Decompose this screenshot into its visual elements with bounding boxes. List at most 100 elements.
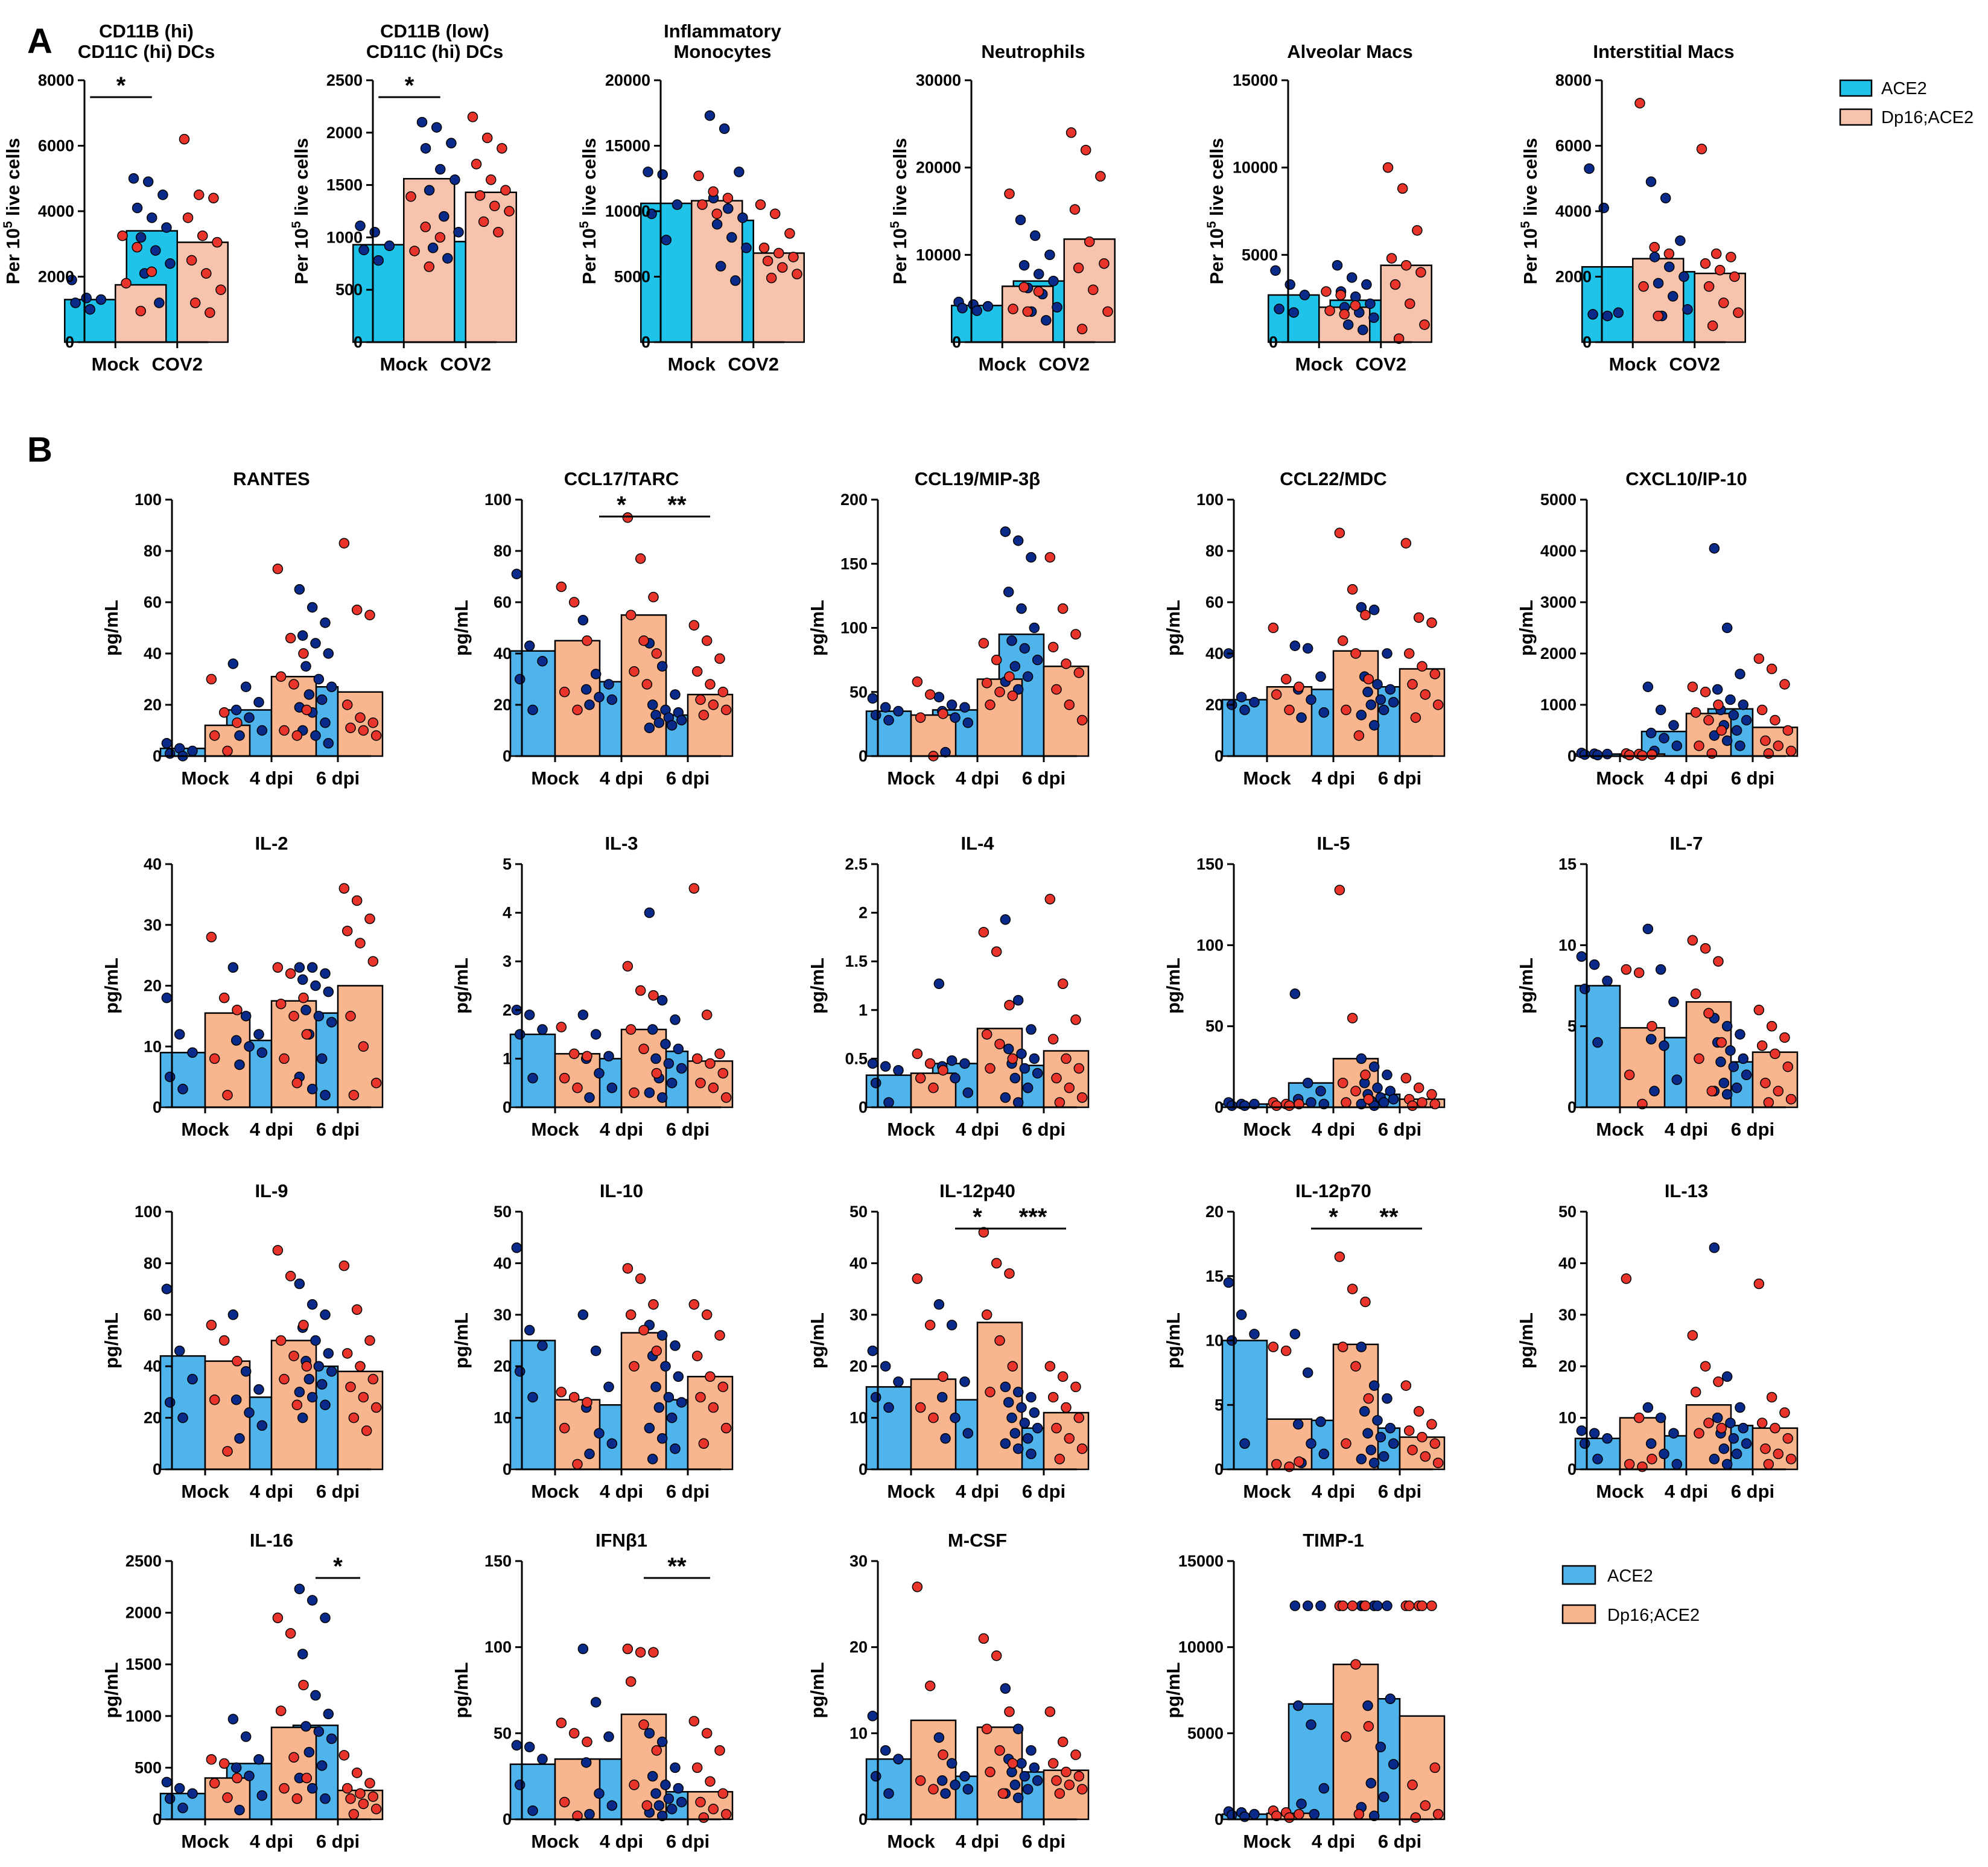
- chart-1-title: CD11C (hi) DCs: [78, 41, 215, 62]
- chart-19-dot: [1019, 1417, 1031, 1428]
- chart-23-dot: [584, 1808, 595, 1820]
- chart-1-y-label: Per 105 live cells: [1, 138, 24, 285]
- chart-12-dot: [300, 1005, 311, 1016]
- chart-2-y-tick-label: 1000: [326, 228, 363, 246]
- chart-5-dot: [1365, 298, 1376, 310]
- chart-22-dot: [301, 1772, 313, 1784]
- chart-1-dot: [215, 284, 226, 295]
- chart-10-dot: [1400, 538, 1412, 549]
- chart-14-dot: [915, 1072, 926, 1084]
- chart-5-dot: [1342, 319, 1354, 330]
- chart-19-x-tick-label: Mock: [887, 1481, 935, 1502]
- chart-12-x-tick-label: 4 dpi: [250, 1119, 293, 1140]
- chart-18-dot: [720, 1422, 732, 1434]
- chart-4-dot: [1076, 323, 1088, 335]
- chart-19-dot: [870, 1392, 881, 1403]
- chart-14-y-label: pg/mL: [807, 958, 828, 1014]
- chart-21-dot: [1579, 1438, 1590, 1449]
- chart-12-y-tick-label: 20: [144, 977, 162, 995]
- chart-5-dot: [1288, 307, 1299, 318]
- chart-21-y-tick-label: 10: [1558, 1409, 1577, 1427]
- chart-20-dot: [1360, 1296, 1371, 1308]
- chart-9-dot: [1000, 526, 1011, 537]
- chart-2-title: CD11C (hi) DCs: [366, 41, 503, 62]
- chart-22-dot: [164, 1793, 176, 1804]
- chart-4-dot: [1044, 249, 1055, 261]
- chart-4-dot: [1018, 259, 1030, 271]
- chart-17-dot: [161, 1283, 173, 1294]
- chart-22-x-tick-label: 4 dpi: [250, 1831, 293, 1852]
- chart-6-y-tick-label: 2000: [1555, 268, 1592, 286]
- chart-9-dot: [1006, 635, 1017, 646]
- chart-20-dot: [1368, 1380, 1380, 1391]
- chart-23-dot: [660, 1780, 671, 1790]
- chart-19-dot: [950, 1412, 961, 1423]
- chart-23-dot: [629, 1780, 640, 1790]
- chart-10-dot: [1271, 689, 1282, 700]
- chart-12-dot: [341, 926, 353, 937]
- chart-12-dot: [230, 1035, 242, 1046]
- chart-18-dot: [590, 1345, 602, 1357]
- chart-3-dot: [697, 199, 708, 210]
- chart-11-dot: [1753, 653, 1765, 664]
- chart-11-y-label: pg/mL: [1516, 600, 1537, 656]
- chart-17-dot: [222, 1446, 233, 1457]
- chart-22-dot: [230, 1762, 242, 1773]
- chart-9-dot: [1009, 661, 1021, 672]
- chart-24-dot: [1022, 1784, 1034, 1795]
- chart-9-x-tick-label: 6 dpi: [1022, 768, 1065, 789]
- chart-9-dot: [959, 702, 970, 713]
- chart-8-dot: [584, 699, 595, 710]
- chart-14-dot: [1007, 1053, 1018, 1064]
- chart-17-y-tick-label: 20: [144, 1409, 162, 1427]
- chart-1-dot: [208, 192, 219, 204]
- chart-22-dot: [313, 1726, 325, 1737]
- legend-b-label-ace2: ACE2: [1607, 1566, 1653, 1586]
- chart-9-dot: [994, 687, 1005, 698]
- chart-8-dot: [648, 591, 659, 603]
- chart-17-dot: [232, 1355, 243, 1367]
- chart-23-dot: [656, 1810, 668, 1822]
- chart-9-dot: [867, 693, 878, 704]
- chart-24-dot: [946, 1758, 957, 1769]
- chart-14-dot: [893, 1064, 904, 1076]
- chart-11-dot: [1766, 663, 1777, 675]
- chart-8-dot: [691, 666, 703, 677]
- chart-24-x-tick-label: Mock: [887, 1831, 935, 1852]
- chart-17-dot: [316, 1379, 328, 1390]
- chart-2-dot: [427, 243, 439, 253]
- chart-13-dot: [603, 1051, 614, 1062]
- chart-18-dot: [568, 1392, 580, 1403]
- chart-21-x-tick-label: 4 dpi: [1665, 1481, 1708, 1502]
- chart-19-dot: [1026, 1448, 1037, 1460]
- chart-4-dot: [1029, 230, 1041, 241]
- chart-24-dot: [1076, 1784, 1088, 1795]
- chart-19-dot: [1054, 1454, 1065, 1465]
- chart-2-dot: [420, 221, 431, 232]
- chart-19-dot: [1051, 1422, 1062, 1434]
- chart-20-x-tick-label: Mock: [1243, 1481, 1291, 1502]
- chart-14-dot: [924, 1058, 936, 1069]
- chart-4-dot: [1048, 275, 1059, 287]
- chart-21-dot: [1773, 1448, 1784, 1460]
- chart-24-title: M-CSF: [948, 1530, 1007, 1551]
- chart-4-x-tick-label: Mock: [979, 354, 1027, 375]
- chart-13-x-tick-label: 6 dpi: [666, 1119, 710, 1140]
- legend-a-swatch-ace2: [1839, 79, 1873, 97]
- chart-8-dot: [568, 597, 580, 608]
- chart-6-dot: [1733, 307, 1744, 318]
- chart-7-x-tick-label: 4 dpi: [250, 768, 293, 789]
- chart-22-bar: [270, 1726, 317, 1821]
- chart-11-dot: [1709, 543, 1720, 554]
- chart-6-dot: [1602, 310, 1613, 322]
- chart-9-dot: [962, 717, 974, 728]
- chart-11-dot: [1694, 740, 1704, 751]
- chart-10-dot: [1356, 710, 1367, 720]
- chart-23-y-tick-label: 150: [484, 1552, 512, 1570]
- chart-22-y-tick-label: 0: [153, 1810, 162, 1828]
- chart-7-dot: [313, 673, 325, 685]
- chart-19-dot: [1061, 1402, 1072, 1413]
- chart-10-dot: [1360, 609, 1371, 620]
- chart-14-dot: [880, 1061, 891, 1072]
- chart-11-dot: [1655, 704, 1666, 716]
